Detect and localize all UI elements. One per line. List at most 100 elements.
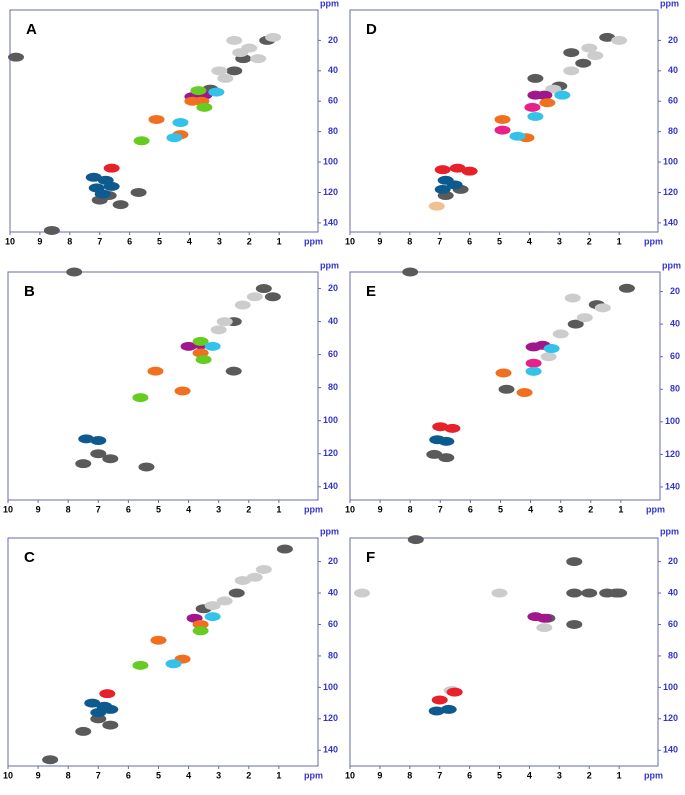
x-tick-label: 1 [617,770,622,780]
peak [563,66,580,76]
x-tick-label: 4 [527,236,532,246]
x-tick-label: 2 [588,504,593,514]
peak [75,459,92,469]
peak [494,114,511,124]
y-tick-label: 140 [323,217,338,227]
y-tick-label: 100 [323,682,338,692]
x-tick-label: 8 [407,770,412,780]
y-axis-label: ppm [320,0,339,8]
peak [255,284,272,294]
peak [611,35,628,45]
peak [516,388,533,398]
peak [102,454,119,464]
y-axis-label: ppm [660,0,679,8]
x-axis-label: ppm [304,504,323,514]
plot-frame [349,537,659,767]
peak [90,449,107,459]
peak [431,695,448,705]
peak [216,317,233,327]
y-tick-label: 80 [668,126,678,136]
peak [438,453,455,463]
peak [575,58,592,68]
y-tick-label: 80 [668,650,678,660]
peak [166,133,183,143]
peak [446,687,463,697]
panel-label: B [24,283,35,300]
y-tick-label: 20 [328,35,338,45]
peak [228,588,245,598]
peak [226,66,243,76]
y-tick-label: 100 [663,156,678,166]
peak [102,704,119,714]
y-tick-label: 60 [668,619,678,629]
y-tick-label: 20 [668,556,678,566]
y-tick-label: 120 [323,187,338,197]
y-tick-label: 120 [665,449,680,459]
peak [103,163,120,173]
peak [564,293,581,303]
peak [250,54,267,64]
peak [566,619,583,629]
y-axis-label: ppm [320,260,339,270]
peak [587,51,604,61]
peak [446,180,463,190]
peak [608,588,625,598]
peak [204,612,221,622]
peak [426,449,443,459]
y-tick-label: 20 [668,35,678,45]
x-tick-label: 7 [437,770,442,780]
y-tick-label: 140 [665,481,680,491]
x-tick-label: 3 [216,770,221,780]
peak [525,358,542,368]
peak [102,720,119,730]
x-tick-label: 5 [157,236,162,246]
y-tick-label: 40 [668,587,678,597]
x-tick-label: 6 [468,504,473,514]
peak [192,336,209,346]
x-tick-label: 9 [37,236,42,246]
y-tick-label: 140 [663,745,678,755]
x-tick-label: 10 [3,504,13,514]
x-tick-label: 4 [186,504,191,514]
peak [554,90,571,100]
peak [217,73,234,83]
peak [208,87,225,97]
y-axis-label: ppm [660,526,679,536]
peak [539,98,556,108]
peak [150,635,167,645]
y-tick-label: 60 [328,96,338,106]
peak [147,366,164,376]
y-tick-label: 20 [328,283,338,293]
y-tick-label: 60 [670,351,680,361]
x-tick-label: 6 [126,504,131,514]
peak [75,726,92,736]
x-tick-label: 10 [3,770,13,780]
peak [536,623,553,633]
peak [192,619,209,629]
peak [66,267,83,277]
x-tick-label: 5 [497,770,502,780]
y-tick-label: 80 [670,384,680,394]
x-tick-label: 2 [587,770,592,780]
y-tick-label: 20 [328,556,338,566]
x-tick-label: 10 [345,504,355,514]
plot-frame [349,271,661,501]
y-tick-label: 40 [668,65,678,75]
panel-label: A [26,21,37,38]
peak [599,32,616,42]
peak [524,102,541,112]
x-tick-label: 2 [246,770,251,780]
peak [148,114,165,124]
peak [581,588,598,598]
peak [440,704,457,714]
peak [192,626,209,636]
peak [180,341,197,351]
x-tick-label: 4 [528,504,533,514]
x-tick-label: 5 [156,504,161,514]
peak [99,689,116,699]
plot-frame [7,271,319,501]
x-tick-label: 8 [66,770,71,780]
peak [90,708,107,718]
plot-frame [7,537,319,767]
peak [204,601,221,611]
